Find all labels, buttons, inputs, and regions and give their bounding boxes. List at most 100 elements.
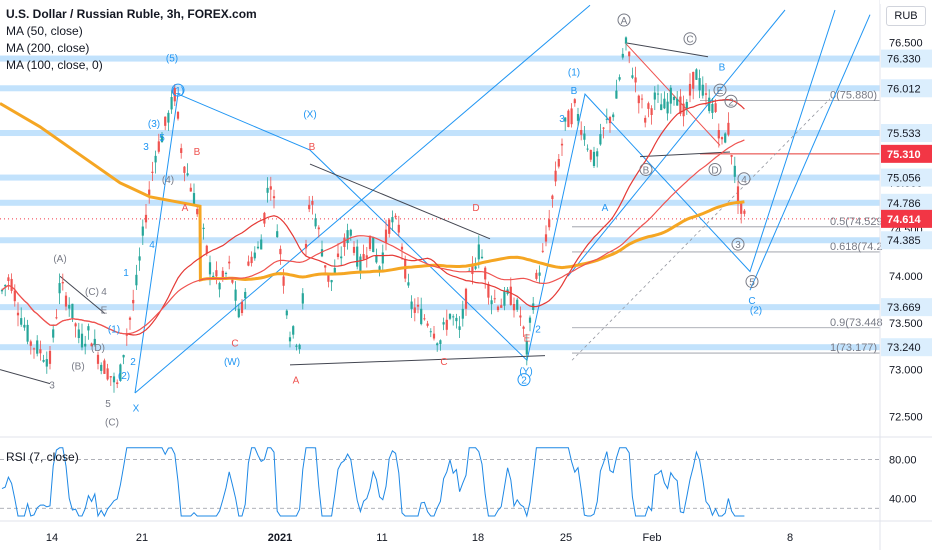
candle-body <box>93 338 96 345</box>
wave-label: 2 <box>130 357 136 368</box>
candle-body <box>308 204 311 210</box>
candle-body <box>330 280 333 283</box>
candle-body <box>16 312 20 316</box>
candle-body <box>602 127 605 129</box>
wave-label: (W) <box>224 357 240 368</box>
wave-label: (3) <box>148 119 160 130</box>
candle-body <box>160 135 164 143</box>
candle-body <box>279 248 282 255</box>
candle-body <box>36 340 39 354</box>
wave-label: C <box>748 296 755 307</box>
wave-label: D <box>472 203 479 214</box>
candle-body <box>343 237 346 247</box>
level-tag-bg <box>881 338 932 357</box>
candle-body <box>269 186 272 190</box>
y-tick-label: 73.500 <box>889 318 923 330</box>
candle-body <box>647 103 650 109</box>
wave-label: E <box>524 334 531 345</box>
ma-50-legend[interactable]: MA (50, close) <box>6 24 83 38</box>
x-tick-label: 11 <box>376 532 387 544</box>
wave-label: C <box>231 338 238 349</box>
candle-body <box>215 270 218 277</box>
wave-label: X <box>133 404 140 415</box>
candle-body <box>68 304 71 309</box>
candle-body <box>301 293 304 304</box>
candle-body <box>333 267 336 274</box>
ma-100-legend[interactable]: MA (100, close, 0) <box>6 58 103 72</box>
candle-body <box>304 243 308 249</box>
candle-body <box>381 252 384 264</box>
candle-body <box>119 364 122 381</box>
wave-label: E <box>101 306 108 317</box>
candle-body <box>733 165 736 177</box>
candle-body <box>74 323 77 327</box>
candle-body <box>413 307 416 313</box>
candle-body <box>221 270 224 279</box>
candle-body <box>365 255 368 258</box>
time-axis[interactable]: 14 21 2021 11 18 25 Feb 8 <box>46 532 793 544</box>
candle-body <box>455 317 458 322</box>
triangle-upper-line <box>309 163 491 240</box>
wave-label: (D) <box>91 343 105 354</box>
candles <box>0 36 746 393</box>
wave-label: 4 <box>149 240 155 251</box>
candle-body <box>109 376 112 378</box>
x-tick-label: Feb <box>643 532 662 544</box>
symbol-title[interactable]: U.S. Dollar / Russian Ruble, 3h, FOREX.c… <box>6 7 257 21</box>
candle-body <box>228 261 231 264</box>
wedge-line <box>0 369 51 385</box>
level-band <box>0 304 880 311</box>
candle-body <box>512 304 516 311</box>
candle-body <box>7 277 10 282</box>
x-tick-label: 25 <box>560 532 572 544</box>
candle-body <box>48 350 52 364</box>
candle-body <box>244 291 247 299</box>
wave-label-circle <box>639 162 653 176</box>
wave-label: (B) <box>71 362 84 373</box>
candle-body <box>327 273 330 282</box>
level-tag-bg <box>881 298 932 317</box>
wave-label: 3 <box>143 142 149 153</box>
level-tag-bg <box>881 124 932 143</box>
candle-body <box>471 263 474 275</box>
candle-body <box>20 318 23 325</box>
candle-body <box>660 104 663 111</box>
candle-body <box>464 288 468 309</box>
current-price-label: 74.614 <box>887 214 922 226</box>
level-tag-bg <box>881 168 932 187</box>
wave-label: B <box>643 165 650 176</box>
rsi-legend[interactable]: RSI (7, close) <box>6 450 79 464</box>
candle-body <box>461 308 464 319</box>
candle-body <box>570 108 573 125</box>
ma-200-legend[interactable]: MA (200, close) <box>6 41 90 55</box>
candle-body <box>148 189 151 195</box>
candle-body <box>436 343 439 346</box>
level-tag-bg <box>881 79 932 98</box>
wave-label: (A) <box>53 254 66 265</box>
rsi-tick-label: 80.00 <box>889 455 917 467</box>
currency-badge[interactable]: RUB <box>886 6 926 26</box>
candle-body <box>656 93 660 95</box>
candle-body <box>87 326 90 331</box>
candle-body <box>698 78 701 91</box>
candle-body <box>583 133 586 140</box>
candle-body <box>64 295 68 307</box>
candle-body <box>474 266 477 269</box>
wave-label: 3 <box>559 114 565 125</box>
candle-body <box>688 83 692 96</box>
candle-body <box>410 301 413 309</box>
candle-body <box>282 276 285 286</box>
wave-label-circle <box>708 162 722 176</box>
wave-label-circle <box>737 172 751 186</box>
candle-body <box>500 305 503 308</box>
flag-lower-line <box>639 151 731 158</box>
candle-body <box>349 229 352 236</box>
candle-body <box>0 289 4 292</box>
candle-body <box>103 360 106 374</box>
candle-body <box>356 246 359 267</box>
level-tag-label: 76.012 <box>887 83 921 95</box>
candle-body <box>429 331 432 333</box>
candle-body <box>112 376 116 383</box>
